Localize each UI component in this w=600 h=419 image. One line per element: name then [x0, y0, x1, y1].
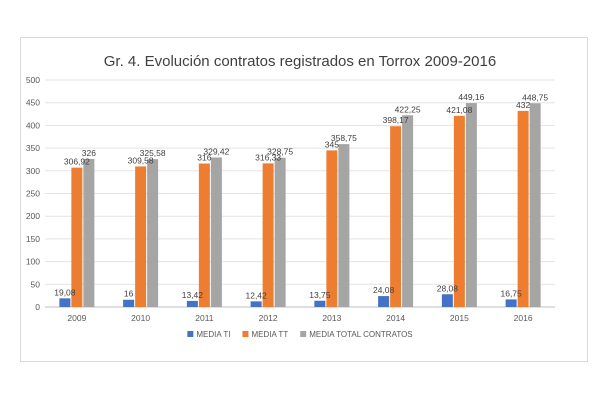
- x-tick-label: 2011: [195, 313, 214, 323]
- gridlines: [45, 79, 555, 308]
- y-tick-label: 150: [26, 234, 40, 244]
- x-tick-label: 2016: [514, 313, 533, 323]
- x-tick-label: 2015: [450, 313, 469, 323]
- data-label: 306,92: [64, 157, 90, 167]
- bars: [59, 103, 541, 308]
- bar-media-tt: [71, 167, 83, 307]
- bar-media-ti: [314, 300, 326, 307]
- bar-media-ti: [186, 300, 198, 307]
- data-label: 309,58: [128, 155, 154, 165]
- legend: MEDIA TI MEDIA TT MEDIA TOTAL CONTRATOS: [187, 330, 413, 339]
- y-tick-label: 250: [26, 189, 40, 199]
- bar-media-tt: [262, 163, 274, 307]
- legend-label: MEDIA TOTAL CONTRATOS: [309, 330, 412, 339]
- y-tick-label: 0: [35, 302, 40, 312]
- chart-title: Gr. 4. Evolución contratos registrados e…: [103, 53, 497, 70]
- data-label: 12,42: [245, 290, 267, 300]
- data-label: 328,75: [267, 147, 293, 157]
- legend-swatch: [187, 331, 194, 337]
- data-label: 345: [325, 139, 339, 149]
- legend-label: MEDIA TT: [251, 330, 288, 339]
- data-label: 398,17: [383, 115, 409, 125]
- bar-media-ti: [505, 299, 517, 307]
- bar-media-total-contratos: [465, 103, 477, 307]
- bar-media-ti: [59, 298, 71, 307]
- chart-frame: [20, 37, 588, 362]
- bar-media-tt: [135, 166, 147, 307]
- data-label: 24,08: [373, 285, 395, 295]
- x-tick-label: 2014: [386, 313, 405, 323]
- legend-label: MEDIA TI: [196, 330, 230, 339]
- bar-media-tt: [198, 163, 210, 307]
- y-tick-label: 200: [26, 211, 40, 221]
- x-tick-label: 2013: [322, 313, 341, 323]
- y-tick-label: 450: [26, 98, 40, 108]
- bar-media-total-contratos: [274, 157, 286, 307]
- data-label: 16: [124, 289, 134, 299]
- bar-media-total-contratos: [529, 103, 541, 307]
- data-label: 316: [197, 153, 211, 163]
- data-label: 19,08: [54, 287, 76, 297]
- y-tick-label: 50: [31, 279, 41, 289]
- data-label: 329,42: [203, 146, 229, 156]
- data-label: 316,33: [255, 152, 281, 162]
- y-tick-label: 500: [26, 75, 40, 85]
- bar-media-tt: [517, 110, 529, 307]
- bar-media-total-contratos: [402, 115, 414, 308]
- bar-media-total-contratos: [147, 159, 159, 307]
- y-tick-label: 300: [26, 166, 40, 176]
- data-label: 16,75: [500, 288, 522, 298]
- data-label: 448,75: [522, 92, 548, 102]
- x-tick-label: 2012: [259, 313, 278, 323]
- data-label: 449,16: [458, 92, 484, 102]
- y-tick-label: 100: [26, 257, 40, 267]
- y-axis: 0 50 100 150 200 250 300 350 400 450 500: [26, 75, 40, 312]
- bar-media-total-contratos: [83, 158, 95, 307]
- data-label: 421,08: [446, 105, 472, 115]
- data-label: 28,08: [437, 283, 459, 293]
- bar-media-tt: [453, 115, 465, 307]
- bar-media-tt: [326, 150, 338, 307]
- x-tick-label: 2010: [131, 313, 150, 323]
- legend-swatch: [242, 331, 249, 337]
- bar-media-ti: [441, 294, 453, 307]
- data-label: 326: [82, 148, 96, 158]
- y-tick-label: 400: [26, 120, 40, 130]
- bar-media-total-contratos: [210, 157, 222, 307]
- x-tick-label: 2009: [67, 313, 86, 323]
- bar-media-ti: [123, 299, 135, 307]
- y-tick-label: 350: [26, 143, 40, 153]
- x-axis: 2009 2010 2011 2012 2013 2014 2015 2016: [67, 313, 532, 323]
- legend-swatch: [300, 331, 307, 337]
- data-label: 325,58: [140, 148, 166, 158]
- bar-media-tt: [390, 126, 402, 307]
- data-label: 358,75: [331, 133, 357, 143]
- data-label: 432: [516, 100, 530, 110]
- bar-media-total-contratos: [338, 144, 350, 307]
- data-label: 13,75: [309, 290, 331, 300]
- bar-media-ti: [378, 296, 390, 307]
- bar-media-ti: [250, 301, 262, 307]
- data-label: 13,42: [182, 290, 204, 300]
- data-label: 422,25: [395, 104, 421, 114]
